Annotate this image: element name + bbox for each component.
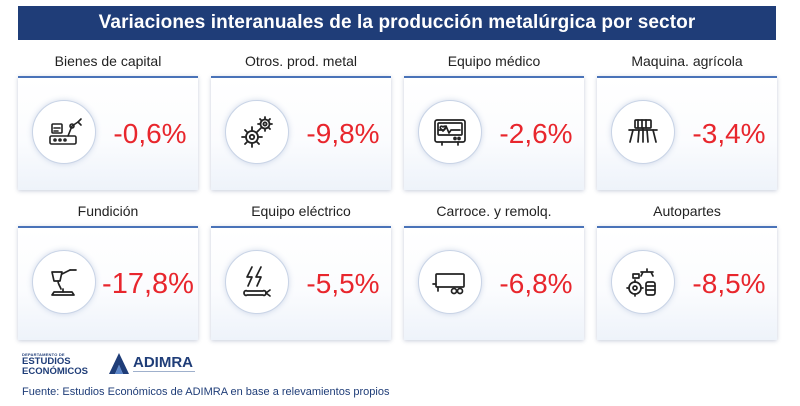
sector-value: -5,5%	[306, 268, 380, 299]
sector-value: -3,4%	[692, 118, 766, 149]
sector-value: -8,5%	[692, 268, 766, 299]
sector-panel: -5,5%	[211, 226, 391, 340]
sector-panel: -0,6%	[18, 76, 198, 190]
source-note: Fuente: Estudios Económicos de ADIMRA en…	[22, 386, 390, 398]
sector-card-fundicion: Fundición -17,8%	[18, 200, 198, 342]
adimra-logo-text: ADIMRA	[133, 354, 193, 371]
sector-panel: -9,8%	[211, 76, 391, 190]
sector-panel: -2,6%	[404, 76, 584, 190]
heart-monitor-icon	[418, 100, 482, 164]
sector-card-carroce-y-remolq: Carroce. y remolq. -6,8%	[404, 200, 584, 342]
sector-card-equipo-medico: Equipo médico -2,6%	[404, 50, 584, 192]
sector-value: -9,8%	[306, 118, 380, 149]
sector-label: Autopartes	[653, 203, 721, 219]
sector-card-otros-prod-metal: Otros. prod. metal -9,8%	[211, 50, 391, 192]
sector-label: Equipo eléctrico	[251, 203, 351, 219]
sector-label: Fundición	[77, 203, 139, 219]
sector-card-bienes-de-capital: Bienes de capital -0,6%	[18, 50, 198, 192]
sector-panel: -17,8%	[18, 226, 198, 340]
foundry-ladle-icon	[32, 250, 96, 314]
sector-card-autopartes: Autopartes -8,5%	[597, 200, 777, 342]
sector-label: Bienes de capital	[54, 53, 162, 69]
trailer-icon	[418, 250, 482, 314]
sector-card-equipo-electrico: Equipo eléctrico -5,5%	[211, 200, 391, 342]
sector-label: Otros. prod. metal	[244, 53, 358, 69]
sector-label: Carroce. y remolq.	[436, 203, 552, 219]
sector-value: -17,8%	[102, 267, 194, 300]
seeder-machine-icon	[611, 100, 675, 164]
gears-icon	[225, 100, 289, 164]
page-title: Variaciones interanuales de la producció…	[18, 6, 776, 40]
page-title-text: Variaciones interanuales de la producció…	[98, 12, 696, 33]
sector-label: Maquina. agrícola	[631, 53, 743, 69]
sector-panel: -3,4%	[597, 76, 777, 190]
auto-parts-icon	[611, 250, 675, 314]
adimra-logo-underline	[133, 371, 195, 374]
footer-logos: DEPARTAMENTO DE ESTUDIOS ECONÓMICOS ADIM…	[22, 352, 322, 378]
sector-card-maquina-agricola: Maquina. agrícola -3,4%	[597, 50, 777, 192]
sector-label: Equipo médico	[447, 53, 541, 69]
sector-grid: Bienes de capital -0,6% Otros. prod. met…	[18, 50, 780, 350]
adimra-logo-mark-icon	[109, 353, 129, 374]
sector-value: -0,6%	[113, 118, 187, 149]
sector-panel: -6,8%	[404, 226, 584, 340]
estudios-economicos-logo: DEPARTAMENTO DE ESTUDIOS ECONÓMICOS	[22, 352, 88, 377]
sector-panel: -8,5%	[597, 226, 777, 340]
sector-value: -2,6%	[499, 118, 573, 149]
sector-value: -6,8%	[499, 268, 573, 299]
lightning-wrench-icon	[225, 250, 289, 314]
capital-goods-robot-arm-icon	[32, 100, 96, 164]
